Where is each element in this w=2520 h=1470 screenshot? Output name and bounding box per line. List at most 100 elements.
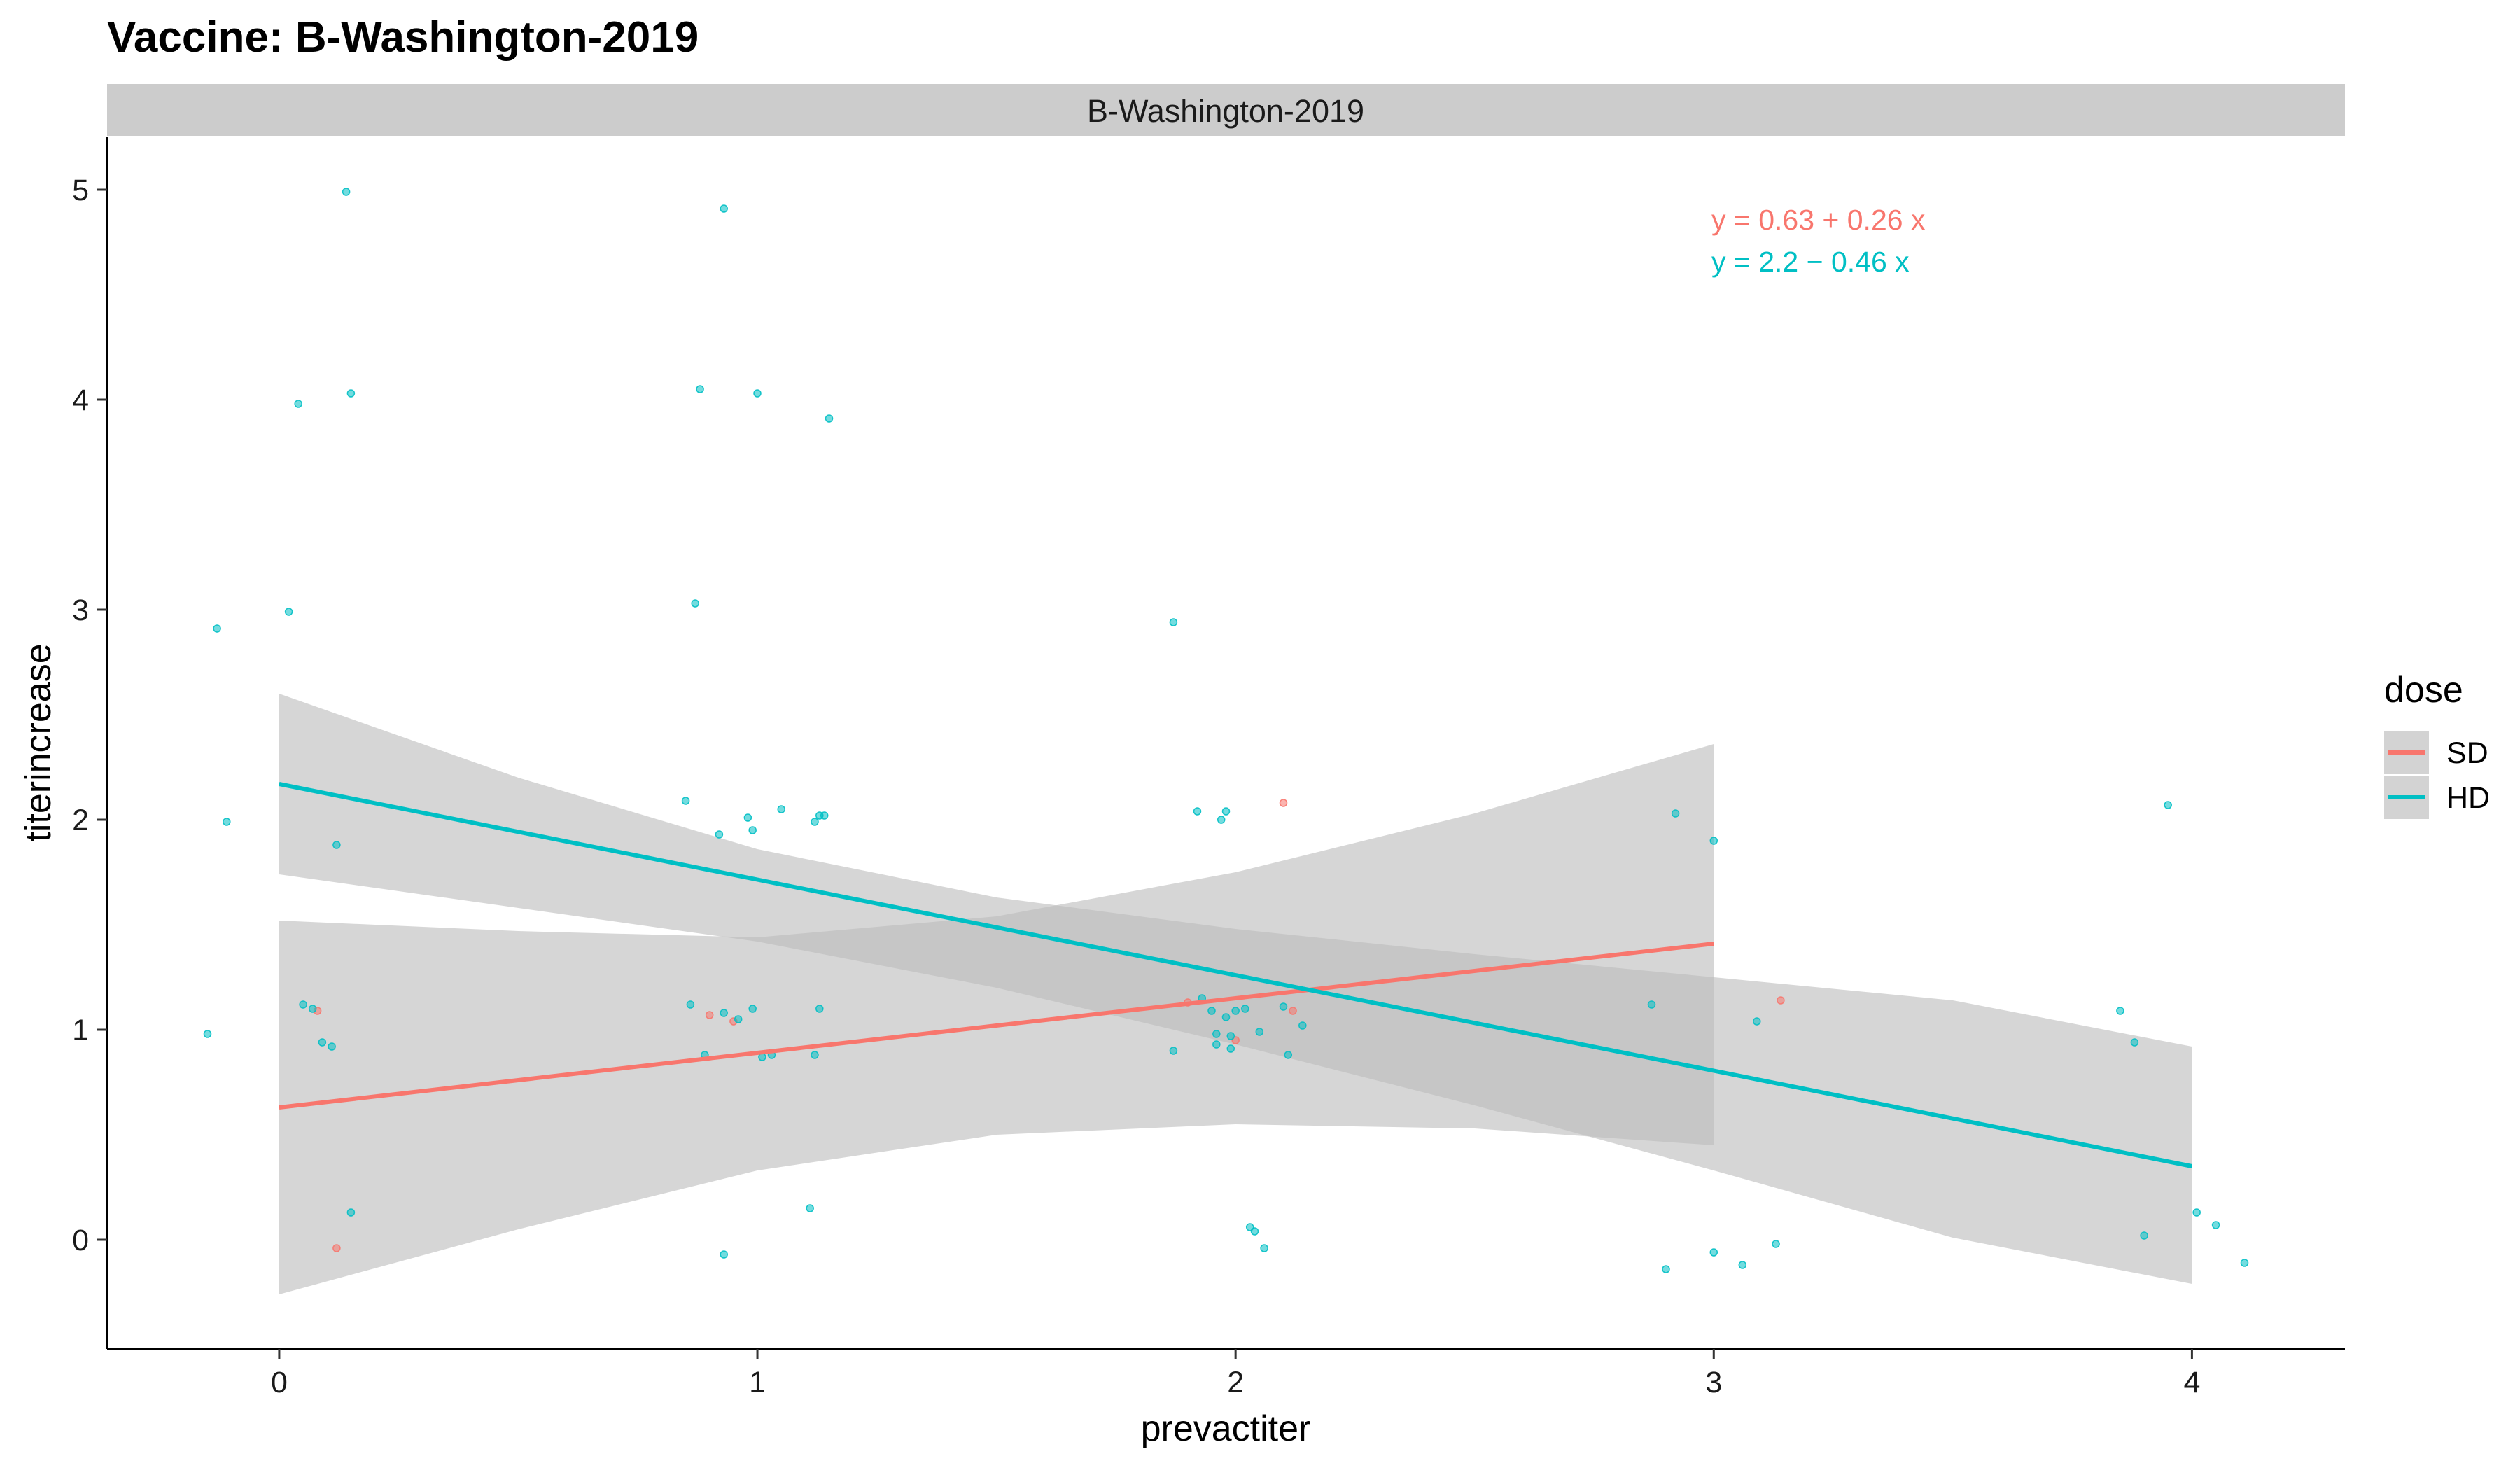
data-point-hd <box>1647 1000 1656 1009</box>
x-axis-title: prevactiter <box>1141 1408 1311 1449</box>
data-point-hd <box>1208 1007 1216 1015</box>
equation-hd: y = 2.2 − 0.46 x <box>1712 246 1910 278</box>
data-point-hd <box>1241 1004 1250 1013</box>
regression-equations: y = 0.63 + 0.26 x y = 2.2 − 0.46 x <box>1712 204 1926 278</box>
data-point-hd <box>1709 836 1718 845</box>
data-point-hd <box>203 1030 212 1038</box>
fit-line-sd <box>279 941 1714 1110</box>
data-point-hd <box>1231 1007 1240 1015</box>
y-tick-label: 1 <box>72 1014 89 1047</box>
data-point-hd <box>332 841 341 849</box>
x-tick-label: 3 <box>1705 1366 1722 1399</box>
data-points <box>203 188 2249 1273</box>
y-tick-label: 4 <box>72 384 89 417</box>
data-point-hd <box>1709 1248 1718 1256</box>
data-point-hd <box>1298 1021 1307 1030</box>
data-point-hd <box>743 813 752 822</box>
data-point-hd <box>2192 1208 2201 1217</box>
data-point-hd <box>1212 1030 1221 1038</box>
data-point-hd <box>284 608 293 616</box>
x-tick-label: 1 <box>749 1366 766 1399</box>
data-point-hd <box>777 805 785 813</box>
x-tick-label: 2 <box>1227 1366 1244 1399</box>
data-point-sd <box>705 1011 714 1019</box>
data-point-hd <box>1169 618 1178 626</box>
data-point-hd <box>753 389 762 398</box>
data-point-sd <box>1289 1007 1297 1015</box>
data-point-hd <box>2164 801 2172 809</box>
data-point-hd <box>720 204 728 213</box>
data-point-hd <box>1212 1040 1221 1049</box>
legend-label-sd: SD <box>2446 736 2488 770</box>
y-axis-ticks: 0 1 2 3 4 5 <box>72 174 107 1257</box>
data-point-hd <box>720 1250 728 1259</box>
fit-line-hd <box>279 782 2192 1168</box>
data-point-hd <box>1772 1240 1780 1248</box>
data-point-hd <box>318 1038 327 1046</box>
data-point-sd <box>1777 996 1785 1004</box>
data-point-hd <box>686 1000 695 1009</box>
data-point-hd <box>806 1204 814 1212</box>
data-point-sd <box>1279 799 1288 807</box>
data-point-hd <box>825 414 834 423</box>
data-point-hd <box>1662 1265 1670 1273</box>
ci-ribbon-hd <box>279 694 2192 1284</box>
y-tick-label: 0 <box>72 1224 89 1257</box>
data-point-hd <box>346 1208 356 1217</box>
facet-strip <box>107 84 2345 136</box>
data-point-hd <box>346 389 356 398</box>
data-point-hd <box>1226 1044 1236 1053</box>
data-point-hd <box>1222 807 1231 816</box>
facet-strip-label: B-Washington-2019 <box>1087 93 1364 129</box>
x-tick-label: 0 <box>271 1366 288 1399</box>
data-point-hd <box>328 1042 336 1051</box>
data-point-hd <box>308 1004 317 1013</box>
data-point-hd <box>2240 1259 2249 1267</box>
data-point-hd <box>294 400 302 408</box>
y-tick-label: 5 <box>72 174 89 207</box>
data-point-hd <box>213 624 221 633</box>
data-point-hd <box>748 1004 757 1013</box>
legend-label-hd: HD <box>2446 781 2490 815</box>
data-point-hd <box>748 826 757 834</box>
confidence-ribbons <box>279 694 2192 1294</box>
data-point-hd <box>691 599 699 608</box>
data-point-hd <box>2116 1007 2124 1015</box>
data-point-hd <box>811 818 819 826</box>
data-point-hd <box>734 1015 743 1023</box>
data-point-hd <box>696 385 704 393</box>
ci-ribbon-sd <box>279 744 1714 1294</box>
y-axis-title: titerincrease <box>18 643 59 841</box>
chart-title: Vaccine: B-Washington-2019 <box>107 13 699 62</box>
data-point-hd <box>2211 1221 2220 1229</box>
data-point-hd <box>1226 1032 1236 1040</box>
data-point-hd <box>816 1004 824 1013</box>
data-point-hd <box>2130 1038 2139 1046</box>
x-tick-label: 4 <box>2183 1366 2200 1399</box>
data-point-hd <box>1260 1244 1268 1252</box>
legend: dose SD HD <box>2384 670 2490 819</box>
data-point-hd <box>1250 1227 1259 1236</box>
data-point-hd <box>1738 1261 1747 1269</box>
data-point-hd <box>2140 1231 2148 1240</box>
data-point-hd <box>342 188 351 196</box>
equation-sd: y = 0.63 + 0.26 x <box>1712 204 1926 236</box>
data-point-hd <box>715 830 724 839</box>
data-point-hd <box>820 811 829 820</box>
regression-lines <box>279 782 2192 1168</box>
data-point-hd <box>1222 1013 1231 1021</box>
data-point-hd <box>1217 816 1226 824</box>
data-point-hd <box>1284 1051 1293 1059</box>
x-axis-ticks: 0 1 2 3 4 <box>271 1349 2200 1399</box>
data-point-hd <box>1255 1028 1264 1036</box>
data-point-hd <box>1671 809 1680 818</box>
data-point-hd <box>1193 807 1202 816</box>
data-point-hd <box>223 818 231 826</box>
data-point-hd <box>1169 1046 1178 1055</box>
data-point-hd <box>1753 1017 1761 1026</box>
y-tick-label: 3 <box>72 594 89 627</box>
data-point-hd <box>681 797 690 805</box>
y-tick-label: 2 <box>72 804 89 837</box>
data-point-hd <box>720 1009 728 1017</box>
